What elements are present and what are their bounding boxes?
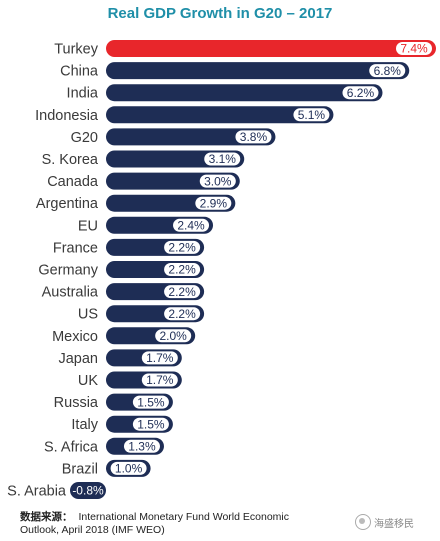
value-label-s-africa: 1.3%: [128, 440, 156, 454]
chart-title: Real GDP Growth in G20 – 2017: [107, 5, 333, 22]
value-pill-france: [164, 240, 201, 254]
value-label-indonesia: 5.1%: [298, 108, 326, 122]
value-pill-eu: [173, 218, 210, 232]
value-pill-argentina: [195, 196, 232, 210]
category-label-mexico: Mexico: [52, 329, 98, 345]
value-label-italy: 1.5%: [137, 417, 165, 431]
source-text: International Monetary Fund World Econom…: [20, 511, 289, 536]
value-label-s-arabia: -0.8%: [72, 484, 104, 498]
value-label-canada: 3.0%: [204, 174, 232, 188]
value-pill-s-africa: [123, 439, 160, 453]
value-label-argentina: 2.9%: [200, 196, 228, 210]
value-pill-russia: [132, 395, 169, 409]
value-label-russia: 1.5%: [137, 395, 165, 409]
value-pill-brazil: [110, 461, 147, 475]
category-label-australia: Australia: [42, 285, 99, 301]
bar-india: [106, 84, 383, 102]
value-label-germany: 2.2%: [168, 263, 196, 277]
value-label-china: 6.8%: [374, 64, 402, 78]
value-label-eu: 2.4%: [177, 219, 205, 233]
value-label-g20: 3.8%: [240, 130, 268, 144]
value-label-australia: 2.2%: [168, 285, 196, 299]
value-pill-mexico: [155, 329, 192, 343]
category-label-eu: EU: [78, 218, 98, 234]
category-label-s-africa: S. Africa: [44, 439, 99, 455]
category-label-france: France: [53, 240, 98, 256]
category-label-russia: Russia: [54, 395, 99, 411]
value-pill-india: [342, 86, 379, 100]
bar-g20: [106, 128, 276, 146]
value-label-mexico: 2.0%: [160, 329, 188, 343]
category-label-china: China: [60, 64, 99, 80]
value-label-japan: 1.7%: [146, 351, 174, 365]
category-label-germany: Germany: [38, 263, 98, 279]
category-label-uk: UK: [78, 373, 98, 389]
category-label-brazil: Brazil: [62, 461, 98, 477]
watermark-text: 海盛移民: [374, 518, 414, 530]
category-label-india: India: [67, 86, 99, 102]
watermark: 海盛移民: [355, 514, 414, 530]
category-label-turkey: Turkey: [54, 42, 99, 58]
category-label-us: US: [78, 307, 98, 323]
category-label-argentina: Argentina: [36, 196, 99, 212]
category-label-g20: G20: [71, 130, 98, 146]
category-label-canada: Canada: [47, 174, 99, 190]
value-pill-china: [369, 64, 406, 78]
value-pill-canada: [199, 174, 236, 188]
value-pill-uk: [141, 373, 178, 387]
value-pill-g20: [235, 130, 272, 144]
category-label-indonesia: Indonesia: [35, 108, 99, 124]
value-label-turkey: 7.4%: [400, 42, 428, 56]
wechat-logo-icon: [355, 514, 371, 530]
bar-s-arabia: [70, 482, 106, 499]
category-label-italy: Italy: [71, 417, 98, 433]
source-note: 数据来源： International Monetary Fund World E…: [20, 511, 330, 537]
value-pill-australia: [164, 285, 201, 299]
bar-indonesia: [106, 106, 334, 124]
bar-turkey: [106, 40, 436, 57]
value-label-us: 2.2%: [168, 307, 196, 321]
value-pill-turkey: [396, 42, 432, 55]
category-label-s-korea: S. Korea: [42, 152, 99, 168]
value-pill-indonesia: [293, 108, 330, 122]
value-label-india: 6.2%: [347, 86, 375, 100]
bar-chart: 7.4% Turkey 6.8% China 6.2% India 5.1% Indonesi…: [7, 40, 436, 500]
value-label-uk: 1.7%: [146, 373, 174, 387]
value-pill-japan: [141, 351, 178, 365]
value-pill-italy: [132, 417, 169, 431]
value-pill-us: [164, 307, 201, 321]
category-label-s-arabia: S. Arabia: [7, 484, 67, 500]
source-prefix: 数据来源：: [20, 511, 73, 523]
value-pill-s-korea: [204, 152, 241, 166]
bar-china: [106, 62, 410, 80]
value-pill-germany: [164, 263, 201, 276]
value-label-brazil: 1.0%: [115, 462, 143, 476]
value-label-s-korea: 3.1%: [209, 152, 237, 166]
category-label-japan: Japan: [58, 351, 98, 367]
value-label-france: 2.2%: [168, 241, 196, 255]
